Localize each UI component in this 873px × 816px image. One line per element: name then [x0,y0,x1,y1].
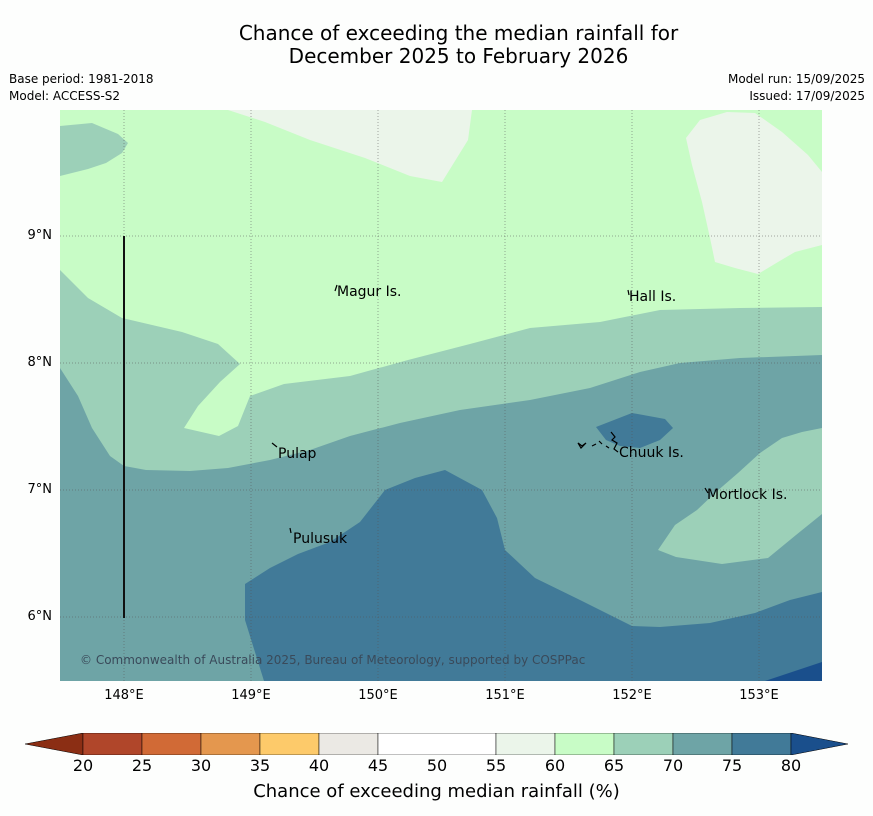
colorbar-tick-75: 75 [721,756,743,775]
lat-label-9n: 9°N [27,228,53,243]
colorbar-tick-50: 50 [426,756,448,775]
colorbar-tick-65: 65 [603,756,625,775]
colorbar-cell-70-75 [672,732,733,756]
model-name: Model: ACCESS-S2 [9,89,121,103]
colorbar-cell-65-70 [613,732,674,756]
zone-above-80 [765,662,822,681]
zone-75-80-south [245,470,822,681]
colorbar-cell-45-55 [377,732,497,756]
lon-label-152e: 152°E [612,688,652,703]
model-run: Model run: 15/09/2025 [727,72,865,86]
place-chuuk: Chuuk Is. [619,445,684,461]
island-magur [334,284,338,292]
title-line-1: Chance of exceeding the median rainfall … [238,21,679,45]
colorbar-tick-30: 30 [190,756,212,775]
colorbar-svg [24,732,849,756]
island-marks [271,284,709,534]
lat-label-7n: 7°N [27,482,53,497]
colorbar-tick-25: 25 [131,756,153,775]
colorbar-tick-40: 40 [308,756,330,775]
rainfall-map: Magur Is. Hall Is. Pulap Chuuk Is. Mortl… [60,110,822,681]
place-hall: Hall Is. [629,289,677,305]
colorbar-extend-above [790,732,849,756]
copyright-notice: © Commonwealth of Australia 2025, Bureau… [80,653,586,667]
island-mortlock [704,487,709,494]
colorbar-extend-below [24,732,84,756]
island-hall [627,289,630,296]
colorbar-cell-35-40 [259,732,320,756]
colorbar-tick-55: 55 [485,756,507,775]
colorbar-cell-60-65 [554,732,615,756]
zone-55-60-north [228,110,472,182]
colorbar [24,732,849,759]
base-period: Base period: 1981-2018 [9,72,154,86]
place-pulusuk: Pulusuk [293,531,348,547]
zone-65-70-northwest [60,123,128,176]
lat-label-6n: 6°N [27,609,53,624]
title-line-2: December 2025 to February 2026 [288,44,629,68]
colorbar-cell-55-60 [495,732,556,756]
colorbar-cell-30-35 [200,732,261,756]
issued-date: Issued: 17/09/2025 [749,89,865,103]
lon-label-149e: 149°E [231,688,271,703]
island-chuuk [577,431,619,453]
island-pulap [271,442,278,448]
meta-right: Model run: 15/09/2025 Issued: 17/09/2025 [728,71,865,105]
colorbar-cell-75-80 [731,732,792,756]
lat-label-8n: 8°N [27,355,53,370]
gridlines [60,110,822,681]
colorbar-label: Chance of exceeding median rainfall (%) [253,781,620,802]
meta-left: Base period: 1981-2018 Model: ACCESS-S2 [9,71,154,105]
place-mortlock: Mortlock Is. [707,487,788,503]
colorbar-cell-40-45 [318,732,379,756]
colorbar-cell-25-30 [141,732,202,756]
place-magur: Magur Is. [337,284,402,300]
lon-label-153e: 153°E [739,688,779,703]
lon-label-151e: 151°E [485,688,525,703]
zone-55-60-east [686,112,822,274]
lon-label-148e: 148°E [104,688,144,703]
colorbar-tick-45: 45 [367,756,389,775]
map-canvas [60,110,822,681]
colorbar-cell-20-25 [82,732,143,756]
colorbar-tick-60: 60 [544,756,566,775]
zone-75-80-chuuk [596,413,673,448]
lon-label-150e: 150°E [358,688,398,703]
map-title: Chance of exceeding the median rainfall … [0,22,873,68]
colorbar-tick-35: 35 [249,756,271,775]
colorbar-tick-70: 70 [662,756,684,775]
island-pulusuk [289,527,292,534]
colorbar-tick-20: 20 [72,756,94,775]
colorbar-tick-80: 80 [780,756,802,775]
place-pulap: Pulap [278,446,317,462]
